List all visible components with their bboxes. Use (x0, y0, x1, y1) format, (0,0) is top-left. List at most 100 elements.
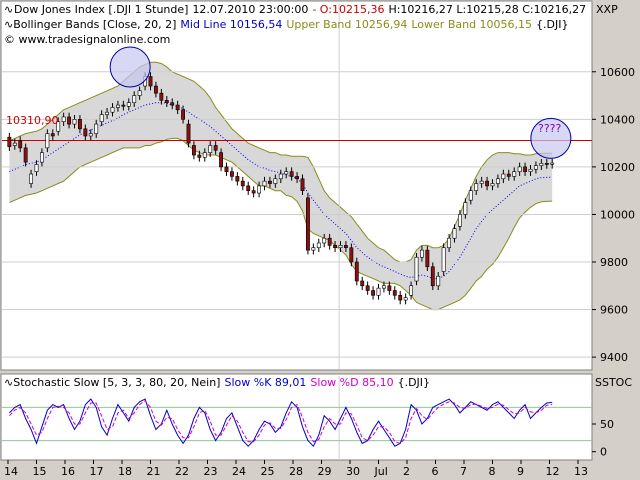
candle-body (230, 171, 234, 177)
price-header: ∿ Dow Jones Index [.DJI 1 Stunde] 12.07.2… (4, 3, 618, 46)
candle-body (39, 152, 44, 163)
candle-body (457, 214, 462, 227)
candle-body (88, 133, 93, 137)
x-tick-label: 18 (118, 465, 132, 478)
candle-body (474, 183, 479, 191)
candle-body (289, 171, 294, 177)
copyright-icon: © (4, 33, 19, 46)
bollinger-upper: Upper Band 10256,94 (286, 18, 407, 31)
candle-body (414, 256, 419, 282)
stoch-tick-label: 0 (600, 446, 607, 459)
candle-body (512, 171, 517, 177)
candle-body (197, 154, 202, 158)
candle-body (311, 247, 316, 251)
header-line1: Dow Jones Index [.DJI 1 Stunde] 12.07.201… (14, 3, 586, 16)
price-tick-label: 9800 (600, 256, 628, 269)
candles-layer (7, 72, 555, 305)
header-open: - O:10215,36 (312, 3, 384, 16)
bollinger-symbol: {.DJI} (536, 18, 568, 31)
stoch-k-line (9, 398, 553, 448)
candle-body (295, 176, 300, 180)
candle-body (300, 178, 305, 191)
candle-body (175, 104, 180, 111)
candle-body (409, 285, 414, 296)
candle-body (381, 285, 386, 289)
candle-body (506, 173, 511, 177)
candle-body (425, 249, 430, 268)
price-tick-label: 9600 (600, 304, 628, 317)
candle-body (18, 140, 23, 149)
candle-body (360, 280, 365, 287)
stoch-d-line (9, 400, 553, 444)
bollinger-icon: ∿ (4, 18, 13, 31)
candle-body (72, 119, 77, 125)
candle-body (251, 190, 256, 194)
candle-body (202, 152, 207, 158)
candle-body (170, 102, 175, 106)
candle-body (365, 285, 370, 291)
candle-body (398, 294, 403, 301)
candle-body (452, 228, 457, 239)
candle-body (463, 202, 468, 215)
candle-body (495, 178, 500, 184)
candle-body (208, 145, 213, 153)
circle-annotations-layer[interactable] (109, 46, 572, 159)
candle-body (316, 242, 321, 249)
price-tick-label: 9400 (600, 351, 628, 364)
stoch-name: Stochastic Slow [5, 3, 3, 80, 20, Nein] (13, 376, 220, 389)
candle-body (7, 136, 12, 147)
candle-body (246, 185, 251, 191)
stoch-k-label: Slow %K 89,01 (224, 376, 306, 389)
candle-body (550, 162, 555, 165)
candle-body (354, 261, 359, 282)
candle-body (257, 185, 262, 194)
header-instrument: Dow Jones Index [.DJI 1 Stunde] (14, 3, 188, 16)
candle-body (99, 114, 104, 123)
bollinger-upper-line (9, 61, 553, 263)
x-tick-label: 24 (232, 465, 246, 478)
candle-body (468, 190, 473, 201)
candle-body (485, 180, 490, 187)
candle-body (12, 142, 17, 146)
bollinger-mid: Mid Line 10156,54 (180, 18, 282, 31)
x-tick-label: 7 (460, 465, 467, 478)
x-tick-label: 28 (289, 465, 303, 478)
candle-body (333, 245, 338, 249)
header-symbol-icon: ∿ (4, 3, 13, 16)
candle-body (441, 247, 446, 272)
circle-annotation (530, 117, 572, 159)
candle-body (186, 123, 191, 144)
candle-body (78, 119, 82, 130)
candle-body (284, 171, 289, 175)
candle-body (29, 173, 34, 184)
candle-body (23, 147, 28, 163)
candle-body (34, 164, 39, 172)
x-tick-label: 17 (90, 465, 104, 478)
candle-body (240, 180, 245, 187)
candle-body (419, 249, 424, 258)
candle-body (447, 237, 452, 249)
candle-body (517, 166, 522, 172)
candle-body (523, 166, 528, 172)
stochastic-lines-layer (2, 398, 592, 448)
price-tick-label: 10200 (600, 161, 635, 174)
candle-body (94, 123, 99, 134)
candle-body (45, 133, 50, 149)
candle-body (56, 121, 61, 132)
candle-body (213, 145, 218, 151)
x-tick-label: 22 (175, 465, 189, 478)
x-tick-label: 15 (33, 465, 47, 478)
candle-body (164, 100, 169, 103)
candle-body (181, 109, 185, 120)
stoch-symbol: {.DJI} (398, 376, 430, 389)
bollinger-fill (9, 62, 553, 310)
candle-body (219, 152, 223, 168)
candle-body (533, 165, 538, 170)
x-tick-label: 16 (61, 465, 75, 478)
circle-annotation (109, 46, 151, 88)
x-tick-label: 30 (346, 465, 360, 478)
bollinger-name: Bollinger Bands [Close, 20, 2] (13, 18, 176, 31)
candle-body (501, 173, 506, 180)
x-tick-label: 25 (261, 465, 275, 478)
